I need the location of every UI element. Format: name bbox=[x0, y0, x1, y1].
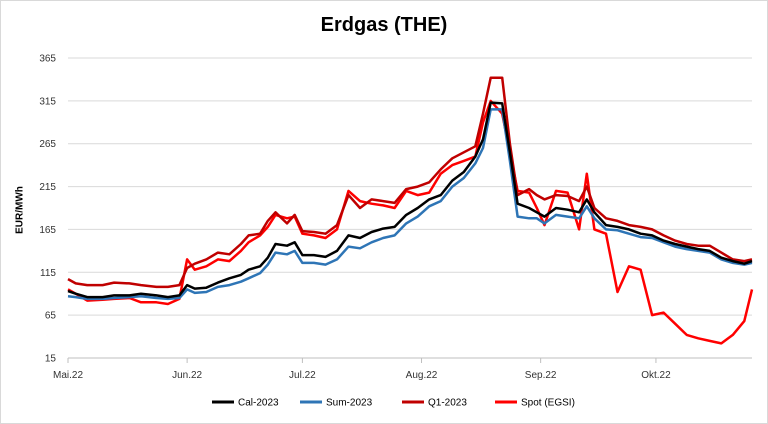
x-tick-label: Aug.22 bbox=[406, 370, 438, 381]
x-tick-label: Okt.22 bbox=[641, 370, 671, 381]
legend-label: Q1-2023 bbox=[428, 398, 467, 409]
x-tick-label: Jun.22 bbox=[172, 370, 202, 381]
legend-item: Sum-2023 bbox=[300, 398, 373, 409]
y-tick-label: 315 bbox=[39, 96, 56, 107]
legend-item: Cal-2023 bbox=[212, 398, 279, 409]
x-tick-label: Jul.22 bbox=[289, 370, 316, 381]
y-tick-label: 115 bbox=[40, 268, 56, 279]
y-tick-label: 265 bbox=[39, 139, 56, 150]
y-tick-label: 15 bbox=[45, 354, 57, 365]
series-lines bbox=[67, 76, 754, 345]
x-axis-ticks: Mai.22 Jun.22 Jul.22 Aug.22 Sep.22 Okt.22 bbox=[53, 358, 671, 381]
series-line-q1-2023 bbox=[67, 76, 753, 289]
x-tick-label: Sep.22 bbox=[525, 370, 557, 381]
y-axis-ticks: 15 65 115 165 215 265 315 365 bbox=[39, 54, 56, 365]
legend-item: Spot (EGSI) bbox=[495, 398, 575, 409]
chart-title: Erdgas (THE) bbox=[320, 14, 448, 36]
y-tick-label: 365 bbox=[39, 54, 56, 65]
x-tick-label: Mai.22 bbox=[53, 370, 83, 381]
y-tick-label: 65 bbox=[45, 311, 57, 322]
legend-item: Q1-2023 bbox=[402, 398, 467, 409]
series-line-cal-2023 bbox=[67, 101, 753, 299]
series-line-sum-2023 bbox=[67, 108, 753, 301]
gridlines bbox=[68, 57, 752, 359]
legend-label: Cal-2023 bbox=[238, 398, 279, 409]
y-tick-label: 165 bbox=[39, 225, 56, 236]
legend-label: Sum-2023 bbox=[326, 398, 373, 409]
legend-label: Spot (EGSI) bbox=[521, 398, 575, 409]
y-tick-label: 215 bbox=[39, 182, 56, 193]
legend: Cal-2023 Sum-2023 Q1-2023 Spot (EGSI) bbox=[212, 398, 575, 409]
